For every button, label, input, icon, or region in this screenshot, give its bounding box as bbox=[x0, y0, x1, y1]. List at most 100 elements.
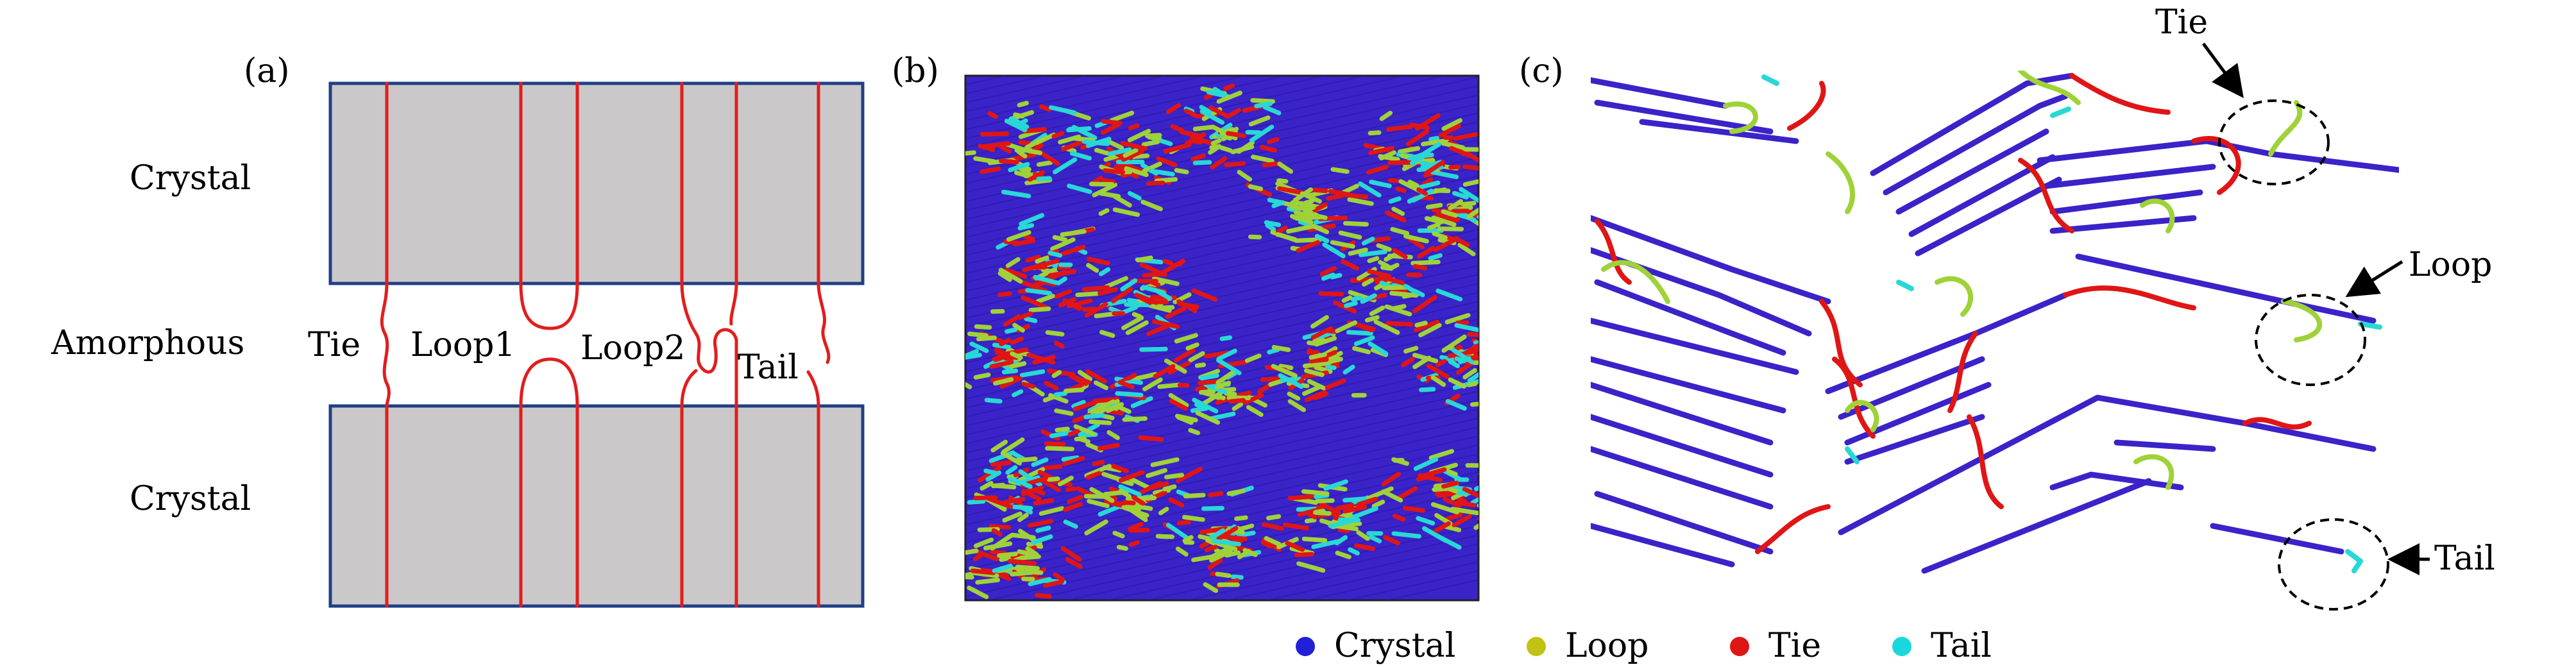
amorphous-segment bbox=[1343, 364, 1355, 375]
loop-segment bbox=[2268, 100, 2303, 156]
amorphous-segment bbox=[1416, 516, 1436, 526]
amorphous-segment bbox=[1286, 224, 1315, 234]
amorphous-segment bbox=[1371, 500, 1385, 509]
amorphous-segment bbox=[1089, 399, 1116, 414]
amorphous-segment bbox=[1278, 364, 1294, 371]
amorphous-segment bbox=[1412, 289, 1425, 298]
amorphous-segment bbox=[1443, 496, 1462, 509]
tie-segment bbox=[1819, 299, 1863, 387]
amorphous-segment bbox=[1060, 546, 1082, 562]
amorphous-segment bbox=[1313, 391, 1329, 400]
amorphous-segment bbox=[1215, 380, 1232, 390]
legend-loop-marker bbox=[1527, 637, 1546, 656]
amorphous-segment bbox=[1146, 468, 1168, 478]
amorphous-segment bbox=[1277, 186, 1306, 196]
amorphous-segment bbox=[1224, 391, 1237, 397]
amorphous-segment bbox=[1185, 342, 1199, 351]
amorphous-segment bbox=[1459, 187, 1479, 203]
amorphous-segment bbox=[1385, 321, 1414, 327]
amorphous-segment bbox=[1462, 487, 1479, 498]
amorphous-segment bbox=[1024, 138, 1042, 150]
amorphous-segment bbox=[1430, 169, 1459, 180]
crystal-stripe bbox=[965, 292, 1479, 409]
tail-bottom-chain bbox=[806, 370, 820, 608]
amorphous-segment bbox=[990, 460, 1012, 468]
amorphous-segment bbox=[1131, 495, 1146, 506]
crystal-stem bbox=[2049, 189, 2203, 215]
amorphous-segment bbox=[1301, 489, 1330, 496]
amorphous-segment bbox=[982, 141, 1011, 149]
amorphous-segment bbox=[1421, 177, 1434, 187]
amorphous-segment bbox=[988, 450, 1015, 464]
amorphous-segment bbox=[1127, 190, 1142, 201]
amorphous-segment bbox=[973, 537, 994, 548]
loop2-chain bbox=[680, 81, 738, 408]
amorphous-segment bbox=[1194, 384, 1208, 392]
amorphous-segment bbox=[1035, 525, 1051, 533]
amorphous-segment bbox=[1021, 295, 1049, 310]
amorphous-segment bbox=[1073, 424, 1096, 436]
amorphous-segment bbox=[1287, 494, 1314, 501]
amorphous-segment bbox=[1005, 257, 1021, 268]
amorphous-segment bbox=[1168, 497, 1185, 508]
amorphous-segment bbox=[1314, 233, 1330, 244]
amorphous-segment bbox=[1262, 161, 1282, 167]
amorphous-segment bbox=[1054, 408, 1074, 416]
amorphous-segment bbox=[1227, 108, 1241, 118]
amorphous-segment bbox=[1392, 248, 1408, 260]
amorphous-segment bbox=[1421, 526, 1448, 543]
amorphous-segment bbox=[1209, 548, 1233, 563]
amorphous-segment bbox=[979, 166, 1001, 174]
amorphous-segment bbox=[1031, 534, 1053, 545]
amorphous-segment bbox=[1089, 182, 1115, 187]
amorphous-segment bbox=[1015, 564, 1040, 571]
amorphous-segment bbox=[1158, 507, 1169, 516]
amorphous-segment bbox=[1443, 524, 1462, 532]
crystal-stem bbox=[2043, 164, 2216, 189]
amorphous-segment bbox=[1067, 428, 1080, 437]
amorphous-segment bbox=[969, 341, 989, 353]
amorphous-segment bbox=[1028, 170, 1046, 182]
amorphous-segment bbox=[1199, 105, 1212, 114]
amorphous-segment bbox=[1314, 335, 1337, 347]
amorphous-segment bbox=[1117, 380, 1135, 389]
amorphous-segment bbox=[1192, 398, 1219, 414]
amorphous-segment bbox=[1042, 479, 1061, 493]
amorphous-segment bbox=[1155, 534, 1174, 539]
amorphous-segment bbox=[1097, 504, 1122, 517]
amorphous-segment bbox=[1434, 521, 1451, 533]
amorphous-segment bbox=[1146, 322, 1173, 336]
amorphous-segment bbox=[1022, 127, 1047, 134]
amorphous-segment bbox=[1462, 164, 1479, 171]
crystal-block-top bbox=[328, 81, 865, 285]
amorphous-segment bbox=[984, 398, 1003, 404]
amorphous-segment bbox=[1126, 475, 1150, 490]
crystal-stem bbox=[2049, 471, 2184, 491]
amorphous-segment bbox=[1271, 364, 1298, 378]
legend-crystal-label: Crystal bbox=[1334, 627, 1455, 665]
amorphous-segment bbox=[1192, 160, 1212, 165]
amorphous-segment bbox=[1432, 231, 1448, 241]
amorphous-segment bbox=[1381, 471, 1402, 487]
amorphous-segment bbox=[991, 528, 1003, 537]
amorphous-segment bbox=[1051, 369, 1062, 378]
tie-label: Tie bbox=[308, 326, 360, 364]
amorphous-segment bbox=[1360, 293, 1377, 304]
amorphous-segment bbox=[1086, 257, 1110, 266]
amorphous-segment bbox=[1154, 177, 1178, 183]
crystal-stem bbox=[1639, 119, 1799, 144]
legend-item-loop: Loop bbox=[1527, 627, 1648, 665]
amorphous-segment bbox=[1397, 486, 1418, 500]
amorphous-segment bbox=[1018, 504, 1033, 515]
amorphous-segment bbox=[1309, 352, 1327, 360]
amorphous-segment bbox=[1314, 365, 1333, 374]
amorphous-segment bbox=[967, 499, 986, 505]
amorphous-segment bbox=[1425, 203, 1443, 210]
amorphous-segment bbox=[1084, 519, 1108, 536]
amorphous-segment bbox=[979, 480, 994, 491]
amorphous-segment bbox=[1053, 572, 1065, 582]
amorphous-segment bbox=[1502, 214, 1523, 219]
loop1-bottom-chain bbox=[519, 357, 579, 608]
amorphous-segment bbox=[1177, 301, 1199, 309]
amorphous-segment bbox=[1224, 161, 1246, 167]
